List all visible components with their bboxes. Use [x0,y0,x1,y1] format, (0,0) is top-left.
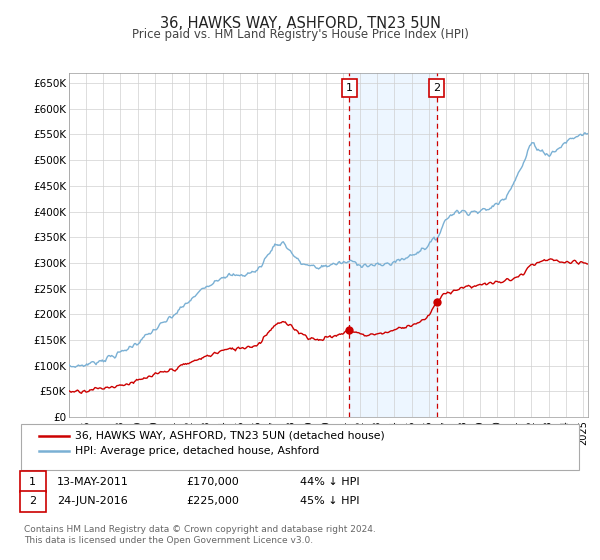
Text: 1: 1 [346,83,353,94]
Text: £225,000: £225,000 [186,496,239,506]
Text: 36, HAWKS WAY, ASHFORD, TN23 5UN: 36, HAWKS WAY, ASHFORD, TN23 5UN [160,16,440,31]
Text: 24-JUN-2016: 24-JUN-2016 [57,496,128,506]
Text: 2: 2 [433,83,440,94]
Text: 44% ↓ HPI: 44% ↓ HPI [300,477,359,487]
Text: HPI: Average price, detached house, Ashford: HPI: Average price, detached house, Ashf… [75,446,319,456]
Bar [349,73,437,417]
Text: 36, HAWKS WAY, ASHFORD, TN23 5UN (detached house): 36, HAWKS WAY, ASHFORD, TN23 5UN (detach… [75,431,385,441]
Text: Price paid vs. HM Land Registry's House Price Index (HPI): Price paid vs. HM Land Registry's House … [131,28,469,41]
Text: 2: 2 [29,496,36,506]
Text: £170,000: £170,000 [186,477,239,487]
Text: 13-MAY-2011: 13-MAY-2011 [57,477,129,487]
Text: 1: 1 [29,477,36,487]
Text: 45% ↓ HPI: 45% ↓ HPI [300,496,359,506]
Text: Contains HM Land Registry data © Crown copyright and database right 2024.
This d: Contains HM Land Registry data © Crown c… [24,525,376,545]
